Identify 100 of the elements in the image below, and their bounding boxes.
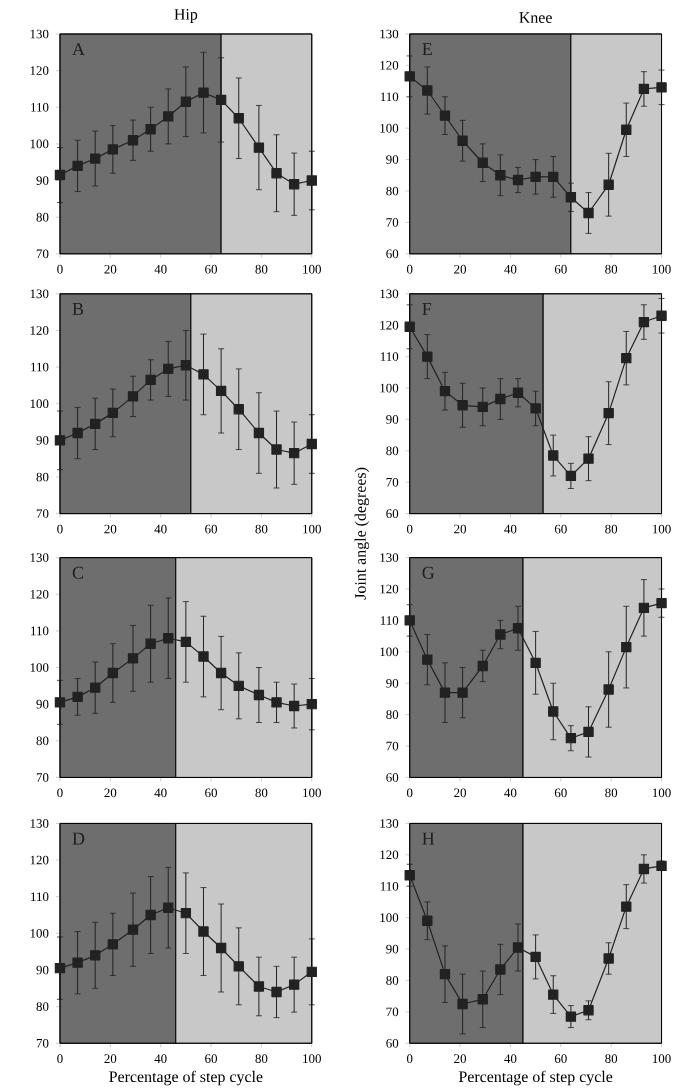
point xyxy=(422,915,433,926)
point xyxy=(404,615,415,626)
point xyxy=(583,453,594,464)
point xyxy=(90,682,101,693)
point xyxy=(289,179,300,190)
point xyxy=(457,135,468,146)
point xyxy=(306,698,318,710)
point xyxy=(145,374,156,386)
point xyxy=(163,111,174,122)
point xyxy=(198,87,209,98)
point xyxy=(72,691,83,703)
point xyxy=(621,124,632,135)
point xyxy=(54,435,66,446)
point xyxy=(603,684,614,695)
point xyxy=(233,113,244,124)
annotation: D xyxy=(72,832,85,845)
point xyxy=(216,667,227,679)
point xyxy=(54,962,66,974)
point xyxy=(180,96,192,107)
point xyxy=(638,316,650,328)
point xyxy=(216,94,227,106)
point xyxy=(439,110,451,121)
point xyxy=(253,142,265,153)
point xyxy=(548,171,559,183)
point xyxy=(306,438,318,450)
point xyxy=(439,968,451,980)
point xyxy=(253,981,265,992)
point xyxy=(477,157,488,168)
point xyxy=(457,400,468,411)
point xyxy=(477,660,488,672)
point xyxy=(216,385,227,397)
point xyxy=(90,950,101,961)
point xyxy=(638,602,650,614)
point xyxy=(163,902,174,913)
point xyxy=(289,979,300,990)
point xyxy=(233,680,244,692)
point xyxy=(72,957,83,968)
point xyxy=(583,207,594,219)
point xyxy=(72,160,83,172)
point xyxy=(127,924,139,935)
annotation: C xyxy=(72,566,84,579)
point xyxy=(163,363,174,375)
point xyxy=(404,870,415,881)
point xyxy=(565,733,577,744)
point xyxy=(530,403,541,414)
point xyxy=(603,953,614,964)
point xyxy=(565,1011,577,1022)
point xyxy=(495,170,506,181)
point xyxy=(180,360,192,371)
point xyxy=(512,623,524,634)
point xyxy=(457,687,468,698)
annotation: F xyxy=(422,303,432,315)
point xyxy=(512,387,524,398)
point xyxy=(495,964,506,975)
point xyxy=(548,989,559,1000)
point xyxy=(565,470,577,482)
point xyxy=(107,144,119,155)
point xyxy=(107,939,119,950)
point xyxy=(233,404,244,415)
point xyxy=(530,657,541,668)
point xyxy=(233,961,244,972)
point xyxy=(127,135,139,146)
point xyxy=(656,310,667,321)
point xyxy=(90,418,101,430)
annotation: B xyxy=(72,303,84,315)
point xyxy=(54,169,66,181)
point xyxy=(72,427,83,439)
point xyxy=(289,700,300,712)
point xyxy=(422,351,433,362)
point xyxy=(271,168,282,179)
point xyxy=(90,153,101,164)
point xyxy=(530,171,541,183)
point xyxy=(271,697,282,708)
point xyxy=(145,638,156,649)
point xyxy=(495,629,506,640)
point xyxy=(163,633,174,644)
point xyxy=(621,901,632,912)
point xyxy=(583,1005,594,1016)
point xyxy=(198,926,209,937)
annotation: H xyxy=(422,832,435,845)
point xyxy=(656,597,667,609)
point xyxy=(638,863,650,875)
point xyxy=(530,951,541,963)
point xyxy=(439,687,451,698)
point xyxy=(548,450,559,461)
point xyxy=(638,83,650,95)
point xyxy=(107,407,119,419)
point xyxy=(54,697,66,708)
point xyxy=(198,651,209,662)
point xyxy=(404,321,415,332)
point xyxy=(198,369,209,380)
point xyxy=(127,653,139,664)
point xyxy=(439,385,451,397)
point xyxy=(621,353,632,364)
annotation: A xyxy=(72,43,85,56)
point xyxy=(107,667,119,679)
point xyxy=(306,175,318,186)
point xyxy=(289,448,300,459)
point xyxy=(271,444,282,455)
point xyxy=(404,71,415,82)
